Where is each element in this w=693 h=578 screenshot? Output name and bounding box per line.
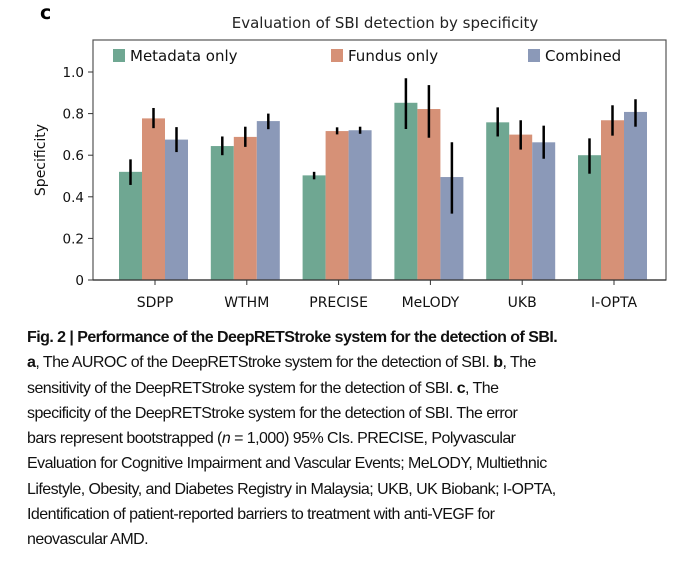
- caption-line: bars represent bootstrapped (n = 1,000) …: [27, 426, 557, 451]
- caption-text: Identification of patient-reported barri…: [27, 506, 495, 524]
- bar-fundus-only: [325, 131, 349, 280]
- x-tick-label: PRECISE: [309, 295, 368, 311]
- caption-line: Evaluation for Cognitive Impairment and …: [27, 451, 557, 476]
- bar-metadata-only: [486, 122, 510, 280]
- caption-line: a, The AUROC of the DeepRETStroke system…: [27, 350, 557, 375]
- bar-metadata-only: [578, 155, 601, 280]
- bar-metadata-only: [119, 171, 142, 280]
- legend-label: Metadata only: [130, 47, 238, 65]
- caption-text: , The AUROC of the DeepRETStroke system …: [35, 354, 494, 372]
- caption-line: Identification of patient-reported barri…: [27, 502, 557, 527]
- legend-swatch: [113, 49, 125, 62]
- caption-line: Lifestyle, Obesity, and Diabetes Registr…: [27, 477, 557, 502]
- y-tick-label: 1.0: [63, 65, 84, 81]
- bar-combined: [348, 130, 372, 280]
- y-tick-label: 0.6: [63, 148, 84, 164]
- bar-combined: [532, 142, 556, 280]
- caption-text: Lifestyle, Obesity, and Diabetes Registr…: [27, 480, 556, 498]
- legend-swatch: [528, 49, 540, 62]
- caption-line: neovascular AMD.: [27, 527, 557, 552]
- y-tick-label: 0.8: [63, 107, 84, 123]
- caption-text: Fig. 2 | Performance of the DeepRETStrok…: [27, 329, 558, 346]
- caption-text: a: [27, 354, 36, 372]
- bar-fundus-only: [509, 134, 533, 280]
- y-tick-label: 0.4: [63, 190, 84, 206]
- chart-title: Evaluation of SBI detection by specifici…: [232, 14, 539, 32]
- specificity-bar-chart: Evaluation of SBI detection by specifici…: [33, 14, 667, 311]
- bar-fundus-only: [417, 109, 441, 280]
- bar-combined: [440, 177, 464, 280]
- panel-letter: c: [40, 2, 52, 24]
- x-tick-label: WTHM: [224, 295, 269, 311]
- caption-text: b: [493, 354, 503, 372]
- caption-line: Fig. 2 | Performance of the DeepRETStrok…: [27, 325, 558, 350]
- bar-fundus-only: [142, 118, 165, 280]
- bar-combined: [624, 111, 647, 280]
- bar-metadata-only: [394, 102, 418, 280]
- caption-text: neovascular AMD.: [27, 531, 149, 549]
- caption-text: specificity of the DeepRETStroke system …: [27, 404, 518, 422]
- figure-caption: Fig. 2 | Performance of the DeepRETStrok…: [27, 325, 558, 553]
- caption-line: sensitivity of the DeepRETStroke system …: [27, 376, 557, 401]
- bar-fundus-only: [601, 120, 624, 280]
- legend-swatch: [331, 49, 343, 62]
- legend-label: Combined: [545, 47, 621, 65]
- y-axis-label: Specificity: [33, 124, 49, 196]
- caption-text: = 1,000) 95% CIs. PRECISE, Polyvascular: [230, 430, 516, 448]
- x-tick-label: MeLODY: [402, 295, 460, 311]
- x-tick-label: UKB: [508, 295, 537, 311]
- y-tick-label: 0.2: [63, 231, 84, 247]
- caption-text: Evaluation for Cognitive Impairment and …: [27, 455, 547, 473]
- caption-text: n: [221, 430, 231, 448]
- caption-text: bars represent bootstrapped (: [27, 430, 222, 448]
- y-tick-label: 0: [75, 273, 84, 289]
- caption-text: , The: [502, 354, 536, 372]
- x-tick-label: SDPP: [137, 295, 174, 311]
- bar-fundus-only: [233, 136, 257, 280]
- bar-metadata-only: [210, 146, 234, 280]
- bar-metadata-only: [302, 175, 326, 280]
- bar-combined: [256, 121, 280, 280]
- bar-combined: [165, 139, 188, 280]
- legend-label: Fundus only: [348, 47, 438, 65]
- caption-text: c: [456, 379, 466, 397]
- caption-text: sensitivity of the DeepRETStroke system …: [27, 379, 457, 397]
- caption-line: specificity of the DeepRETStroke system …: [27, 401, 557, 426]
- x-tick-label: I-OPTA: [591, 295, 637, 311]
- caption-text: , The: [465, 379, 499, 397]
